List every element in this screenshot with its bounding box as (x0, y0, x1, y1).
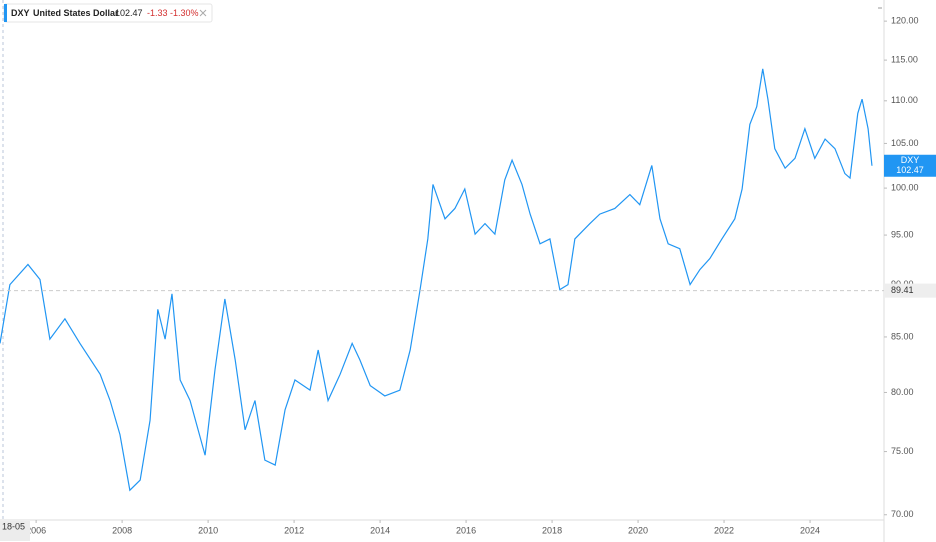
x-tick-label: 2024 (800, 525, 820, 535)
y-tick-label: 75.00 (891, 446, 914, 456)
price: 102.47 (115, 8, 143, 18)
x-tick-label: 2008 (112, 525, 132, 535)
x-tick-label: 2020 (628, 525, 648, 535)
y-tick-label: 85.00 (891, 331, 914, 341)
crosshair-x-box (0, 521, 30, 541)
y-tick-label: 110.00 (891, 95, 918, 105)
series-line (0, 68, 873, 492)
y-tick-label: 70.00 (891, 509, 914, 519)
x-tick-label: 2014 (370, 525, 390, 535)
y-tick-label: 105.00 (891, 138, 919, 148)
y-tick-label: 100.00 (891, 182, 919, 192)
crosshair-x-label: 18-05 (2, 521, 25, 531)
x-tick-label: 2010 (198, 525, 218, 535)
price-tag-name: DXY (901, 155, 920, 165)
header-color (4, 4, 7, 22)
price-tag (884, 154, 936, 177)
crosshair-y-box (884, 283, 936, 298)
price-tag-value: 102.47 (896, 165, 924, 175)
change: -1.33 (147, 8, 168, 18)
name: United States Dollar (33, 8, 119, 18)
y-tick-label: 115.00 (891, 54, 918, 64)
x-tick-label: 2022 (714, 525, 734, 535)
symbol: DXY (11, 8, 30, 18)
y-tick-label: 120.00 (891, 15, 919, 25)
x-tick-label: 2006 (26, 525, 46, 535)
x-tick-label: 2016 (456, 525, 476, 535)
x-tick-label: 2012 (284, 525, 304, 535)
plot (0, 68, 873, 492)
crosshair-y-label: 89.41 (891, 285, 914, 295)
y-tick-label: 95.00 (891, 229, 914, 239)
close-icon[interactable] (199, 9, 207, 17)
y-tick-label: 80.00 (891, 387, 914, 397)
x-tick-label: 2018 (542, 525, 562, 535)
legend-header: DXY United States Dollar 102.47 -1.33 -1… (3, 3, 213, 23)
change-pct: -1.30% (170, 8, 199, 18)
